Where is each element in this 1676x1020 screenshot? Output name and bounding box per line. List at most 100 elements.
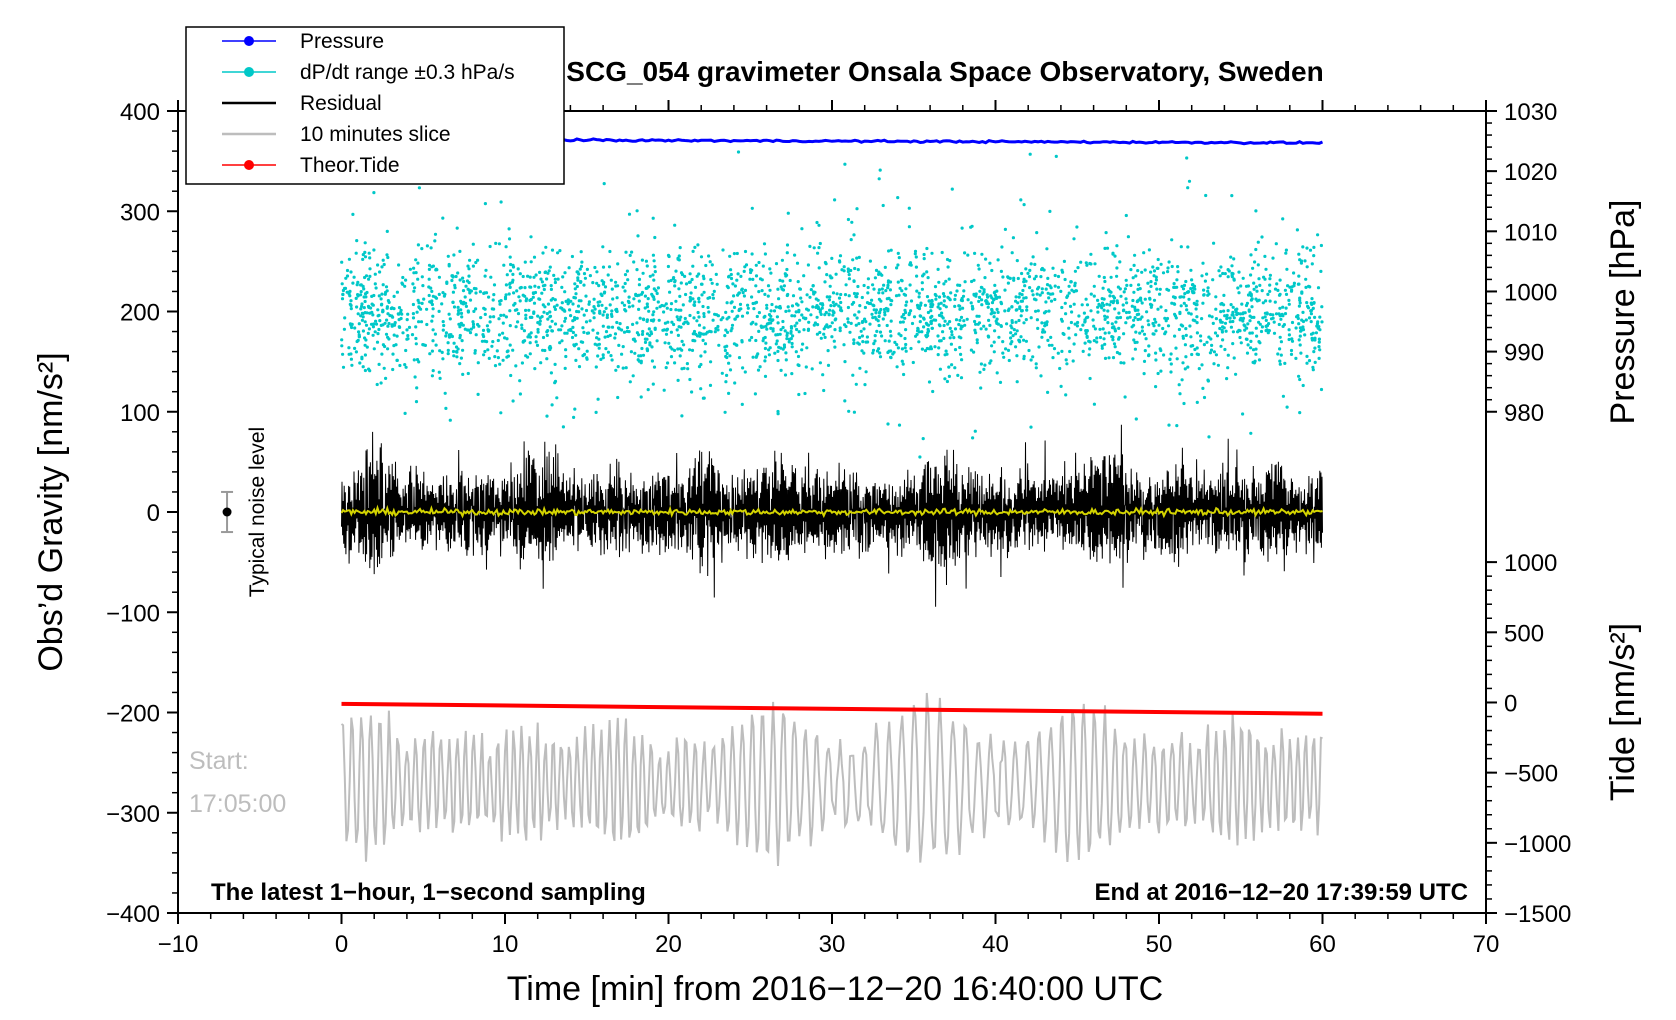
dpdt-point (699, 255, 704, 259)
dpdt-point (1181, 287, 1186, 291)
dpdt-point (645, 264, 649, 268)
dpdt-point (523, 294, 527, 298)
dpdt-point (710, 263, 714, 267)
dpdt-point (536, 314, 540, 318)
dpdt-point (1278, 306, 1282, 310)
dpdt-point (872, 342, 876, 346)
dpdt-point (970, 224, 974, 228)
dpdt-point (357, 330, 361, 334)
dpdt-point (596, 354, 600, 358)
dpdt-point (365, 290, 369, 295)
dpdt-point (743, 370, 747, 374)
dpdt-point (960, 226, 964, 230)
dpdt-point (744, 263, 749, 267)
dpdt-point (414, 336, 418, 341)
dpdt-point (1205, 340, 1209, 344)
dpdt-point (833, 345, 837, 349)
dpdt-point (856, 284, 860, 289)
dpdt-point (474, 260, 478, 265)
dpdt-point (620, 352, 624, 356)
dpdt-point (341, 292, 345, 296)
dpdt-point (679, 315, 683, 319)
dpdt-point (986, 305, 990, 309)
dpdt-point (763, 346, 768, 351)
dpdt-point (941, 330, 945, 334)
dpdt-point (623, 308, 627, 312)
dpdt-point (1147, 290, 1151, 294)
dpdt-point (376, 314, 380, 318)
dpdt-point (1074, 333, 1078, 337)
dpdt-point (371, 325, 375, 329)
dpdt-point (561, 275, 565, 279)
dpdt-point (359, 307, 363, 311)
dpdt-point (846, 320, 850, 324)
dpdt-point (1102, 275, 1106, 280)
dpdt-point (646, 285, 651, 289)
dpdt-point (982, 288, 986, 292)
dpdt-point (472, 309, 476, 313)
dpdt-point (417, 360, 421, 364)
dpdt-point (1116, 285, 1120, 289)
dpdt-point (1112, 296, 1117, 300)
dpdt-point (581, 340, 585, 344)
dpdt-point (1239, 341, 1243, 345)
dpdt-point (990, 344, 994, 348)
dpdt-point (1174, 346, 1178, 350)
dpdt-point (697, 315, 701, 319)
dpdt-point (1124, 213, 1128, 218)
dpdt-point (1102, 337, 1106, 341)
dpdt-point (1052, 347, 1057, 351)
dpdt-point (1154, 358, 1158, 362)
dpdt-point (585, 357, 589, 361)
dpdt-point (1299, 351, 1303, 355)
dpdt-point (1029, 425, 1033, 429)
dpdt-point (1122, 361, 1126, 365)
dpdt-point (783, 272, 787, 276)
dpdt-point (1319, 387, 1324, 392)
dpdt-point (1301, 245, 1305, 249)
dpdt-point (1228, 316, 1232, 320)
dpdt-point (579, 250, 583, 254)
dpdt-point (808, 244, 812, 248)
dpdt-point (441, 291, 445, 295)
dpdt-point (656, 300, 660, 304)
dpdt-point (692, 316, 696, 320)
dpdt-point (1237, 291, 1241, 295)
dpdt-point (864, 370, 868, 374)
dpdt-point (1250, 331, 1254, 335)
dpdt-point (1014, 299, 1018, 303)
dpdt-point (1305, 361, 1309, 365)
dpdt-point (654, 289, 658, 293)
dpdt-point (1102, 308, 1106, 312)
dpdt-point (569, 314, 573, 318)
dpdt-point (355, 239, 359, 243)
dpdt-point (805, 346, 809, 350)
dpdt-point (996, 258, 1000, 262)
dpdt-point (1073, 269, 1077, 273)
dpdt-point (1278, 347, 1282, 351)
dpdt-point (1203, 279, 1207, 283)
dpdt-point (1181, 324, 1185, 328)
dpdt-point (1263, 254, 1267, 258)
dpdt-point (1318, 328, 1322, 332)
dpdt-point (506, 354, 511, 358)
dpdt-point (563, 366, 567, 370)
dpdt-point (1101, 327, 1105, 331)
dpdt-point (1207, 292, 1211, 296)
dpdt-point (1249, 298, 1253, 302)
dpdt-point (579, 299, 583, 303)
dpdt-point (379, 381, 383, 385)
dpdt-point (504, 293, 508, 297)
dpdt-point (489, 275, 493, 279)
dpdt-point (702, 314, 706, 319)
dpdt-point (468, 258, 472, 262)
dpdt-point (547, 269, 551, 273)
dpdt-point (514, 325, 518, 329)
dpdt-point (680, 414, 684, 418)
dpdt-point (895, 266, 899, 270)
dpdt-point (816, 307, 821, 311)
dpdt-point (1133, 305, 1137, 309)
dpdt-point (347, 352, 351, 356)
dpdt-point (606, 350, 611, 354)
dpdt-point (482, 353, 486, 357)
